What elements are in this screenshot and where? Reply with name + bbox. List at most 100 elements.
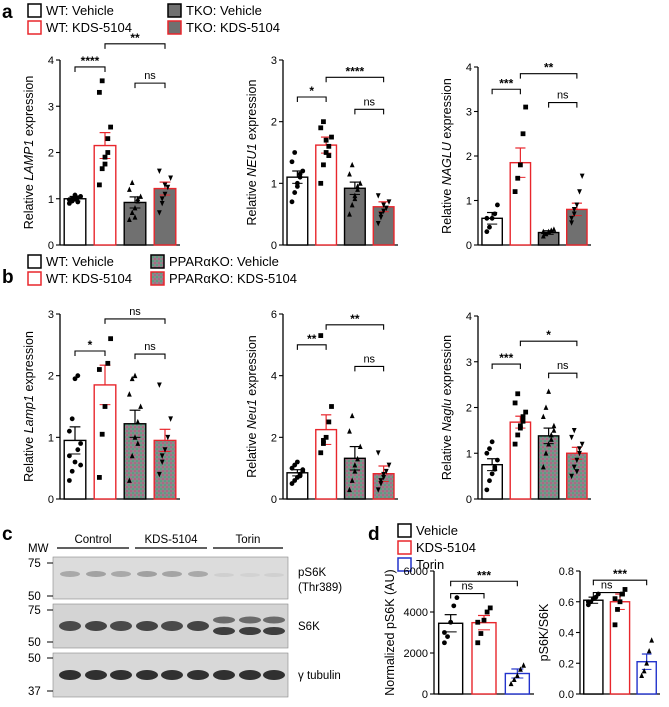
data-point <box>129 452 135 459</box>
y-tick-label: 4 <box>466 311 472 323</box>
data-point <box>159 453 165 459</box>
y-axis-label-part: Relative <box>22 181 36 230</box>
y-axis-label-part: pS6K/S6K <box>537 603 551 661</box>
data-point <box>523 104 529 110</box>
chart-6: 0 2000 4000 6000 Normalized pS6K (AU) ns*** <box>383 566 534 701</box>
data-point <box>297 171 303 177</box>
data-point <box>96 89 102 95</box>
y-tick-label: 3 <box>466 107 472 119</box>
data-point <box>487 605 493 611</box>
significance-label: ns <box>363 96 375 108</box>
y-tick-label: 0 <box>271 494 277 506</box>
y-tick-label: 2 <box>271 117 277 129</box>
data-point <box>96 475 102 480</box>
legend-b-label-1: WT: KDS-5104 <box>46 271 132 286</box>
data-point <box>162 447 168 453</box>
data-point <box>168 416 174 422</box>
data-point <box>300 467 306 473</box>
data-point <box>292 190 298 195</box>
data-point <box>156 210 162 216</box>
data-point <box>294 459 300 465</box>
legend-b-label-3: PPARαKO: KDS-5104 <box>169 271 297 286</box>
data-point <box>484 215 490 221</box>
chart-4: 0 2 4 6 Relative Neu1 expression ** ** ns <box>245 309 398 506</box>
significance-label: ** <box>350 312 360 326</box>
data-point <box>162 182 168 188</box>
data-point <box>478 631 484 636</box>
y-axis-label-part: Normalized pS6K (AU) <box>383 569 397 695</box>
y-tick-label: 2 <box>48 371 54 383</box>
y-tick-label: 3 <box>48 101 54 113</box>
data-point <box>72 192 78 198</box>
data-point <box>126 477 132 483</box>
data-point <box>318 333 324 338</box>
bar <box>93 144 117 246</box>
data-point <box>355 183 360 189</box>
significance-label: * <box>546 328 551 342</box>
blot-group-torin: Torin <box>236 534 261 546</box>
data-point <box>105 136 111 142</box>
data-point <box>375 193 381 199</box>
data-point <box>352 468 358 474</box>
data-point <box>551 422 557 429</box>
significance-label: ns <box>144 70 156 82</box>
significance-bracket <box>450 592 485 599</box>
significance-bracket <box>74 66 106 72</box>
legend-d-swatch-1 <box>397 540 412 555</box>
data-point <box>511 676 517 683</box>
bar <box>609 601 631 695</box>
data-point <box>574 469 580 475</box>
bar <box>93 384 117 500</box>
legend-b-swatch-3 <box>150 271 165 286</box>
y-tick-label: 2 <box>48 148 54 160</box>
data-point <box>492 466 498 472</box>
blot-group-control: Control <box>74 534 111 546</box>
data-point <box>292 478 298 483</box>
panel-letter-b: b <box>2 267 14 288</box>
data-point <box>138 193 144 199</box>
data-point <box>168 175 174 181</box>
data-point <box>489 439 495 445</box>
data-point <box>489 471 495 477</box>
y-tick-label: 1 <box>271 178 277 190</box>
data-point <box>99 166 105 172</box>
blot-marker-S6K-bottom: 50 <box>28 637 41 649</box>
legend-a-swatch-1 <box>27 20 42 35</box>
blot-marker-tubulin-bottom: 37 <box>28 686 41 698</box>
data-point <box>138 403 144 409</box>
blot-strip-pS6K <box>52 556 289 600</box>
data-point <box>540 463 546 470</box>
data-point <box>323 434 329 440</box>
bar <box>583 599 604 695</box>
significance-bracket <box>354 365 385 372</box>
y-axis-label: Relative NEU1 expression <box>245 80 259 226</box>
data-point <box>375 487 381 493</box>
significance-label: ns <box>363 353 375 365</box>
data-point <box>487 478 492 484</box>
data-point <box>569 220 574 226</box>
data-point <box>569 473 574 480</box>
data-point <box>546 441 552 447</box>
blot-group-kds: KDS-5104 <box>144 534 198 546</box>
y-axis-label-part: expression <box>22 76 36 140</box>
data-point <box>515 175 521 181</box>
data-point <box>487 224 492 230</box>
data-point <box>135 418 141 425</box>
data-point <box>487 446 492 452</box>
data-point <box>378 478 384 484</box>
data-point <box>481 617 487 623</box>
significance-label: *** <box>477 568 491 582</box>
data-point <box>349 477 355 483</box>
data-point <box>321 441 326 446</box>
significance-bracket <box>325 324 385 330</box>
significance-label: ns <box>129 306 141 318</box>
data-point <box>105 360 111 366</box>
y-axis-label: Relative LAMP1 expression <box>22 76 36 230</box>
data-point <box>520 418 526 424</box>
blot-bands-tubulin <box>59 670 285 680</box>
bar <box>509 421 532 500</box>
data-point <box>159 459 165 465</box>
